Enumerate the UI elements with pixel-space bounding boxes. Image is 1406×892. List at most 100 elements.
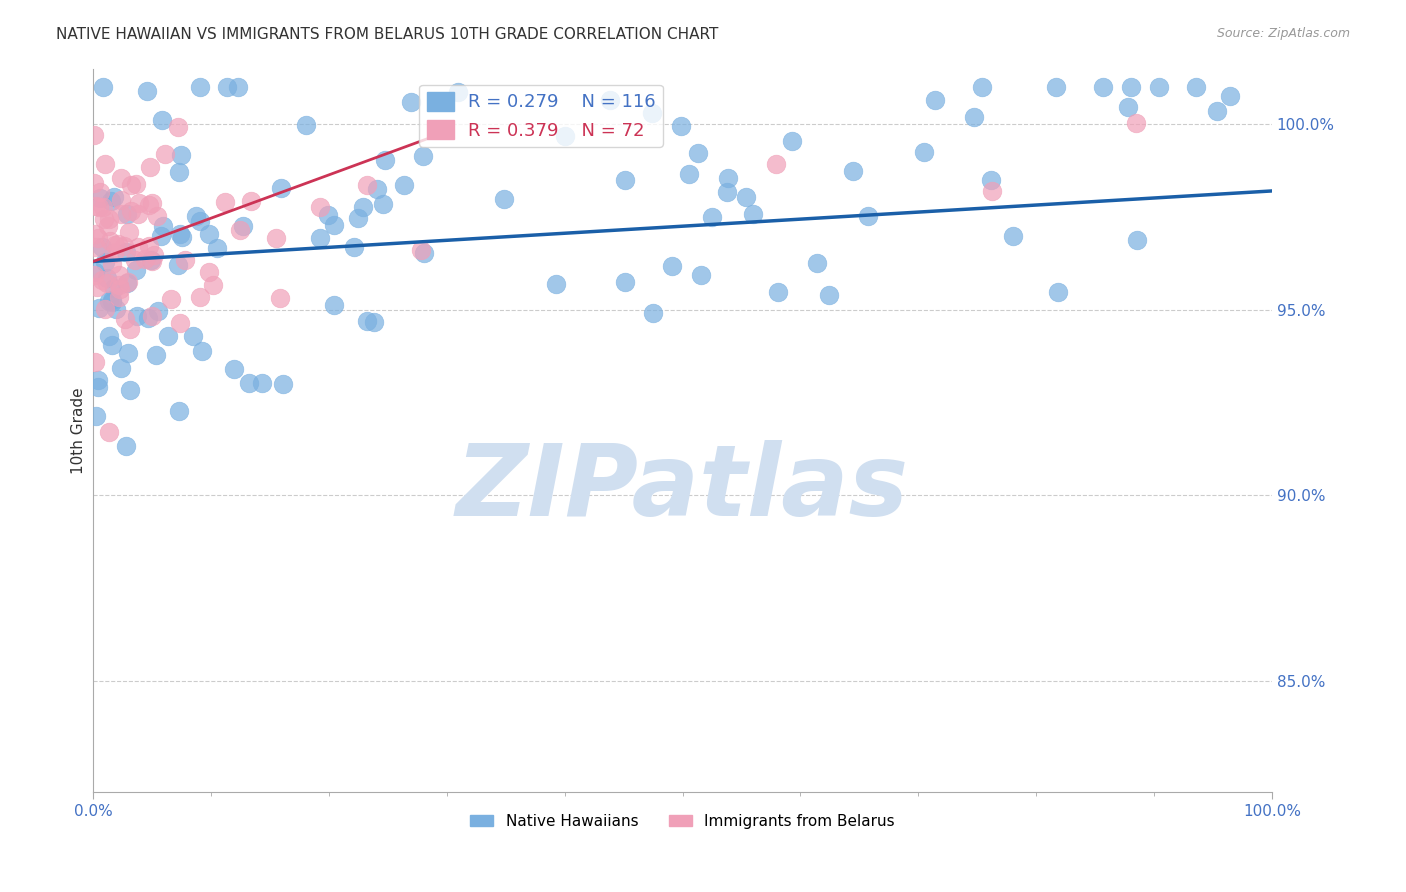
Point [554, 129, 576, 144]
Point [153, 147, 176, 161]
Point [167, 404, 190, 418]
Point [226, 80, 249, 95]
Point [266, 231, 288, 245]
Point [96, 277, 118, 291]
Point [167, 120, 190, 134]
Point [87, 301, 110, 316]
Point [146, 209, 169, 223]
Point [150, 229, 173, 244]
Point [87, 231, 110, 245]
Point [373, 153, 395, 167]
Point [492, 192, 515, 206]
Point [981, 184, 1004, 198]
Point [160, 292, 183, 306]
Point [322, 218, 344, 232]
Point [114, 245, 136, 260]
Point [90, 240, 112, 254]
Point [110, 170, 132, 185]
Point [117, 207, 139, 221]
Point [127, 207, 149, 221]
Point [138, 198, 160, 212]
Point [316, 209, 339, 223]
Point [107, 268, 129, 283]
Point [86, 373, 108, 387]
Point [735, 190, 758, 204]
Point [1185, 80, 1208, 95]
Point [170, 148, 193, 162]
Point [1119, 80, 1142, 95]
Point [641, 305, 664, 319]
Point [980, 173, 1002, 187]
Point [188, 214, 211, 228]
Point [125, 262, 148, 277]
Point [93, 211, 115, 226]
Point [309, 201, 332, 215]
Point [716, 185, 738, 199]
Point [856, 210, 879, 224]
Point [84, 227, 107, 241]
Point [136, 311, 159, 326]
Point [120, 178, 142, 192]
Point [173, 252, 195, 267]
Point [373, 197, 395, 211]
Point [198, 227, 221, 241]
Point [84, 265, 107, 279]
Point [269, 291, 291, 305]
Point [110, 194, 132, 208]
Point [145, 348, 167, 362]
Point [166, 258, 188, 272]
Point [323, 298, 346, 312]
Point [818, 288, 841, 302]
Text: ZIPatlas: ZIPatlas [456, 440, 910, 537]
Point [1147, 80, 1170, 95]
Point [346, 211, 368, 226]
Point [96, 270, 118, 285]
Point [103, 245, 125, 260]
Y-axis label: 10th Grade: 10th Grade [72, 387, 86, 474]
Point [669, 119, 692, 133]
Point [98, 328, 121, 343]
Point [103, 190, 125, 204]
Point [240, 194, 263, 208]
Text: Source: ZipAtlas.com: Source: ZipAtlas.com [1216, 27, 1350, 40]
Point [169, 316, 191, 330]
Point [139, 252, 162, 267]
Point [90, 273, 112, 287]
Point [352, 200, 374, 214]
Point [134, 252, 156, 266]
Point [101, 257, 124, 271]
Point [363, 315, 385, 329]
Point [222, 362, 245, 376]
Point [412, 148, 434, 162]
Point [356, 178, 378, 192]
Point [139, 160, 162, 174]
Point [120, 322, 142, 336]
Point [343, 240, 366, 254]
Point [766, 285, 789, 300]
Point [110, 207, 132, 221]
Point [308, 230, 330, 244]
Point [89, 200, 111, 214]
Point [412, 245, 434, 260]
Point [1126, 234, 1149, 248]
Point [271, 377, 294, 392]
Point [198, 265, 221, 279]
Point [128, 196, 150, 211]
Point [110, 360, 132, 375]
Point [392, 178, 415, 192]
Point [294, 118, 316, 132]
Point [447, 85, 470, 99]
Point [103, 281, 125, 295]
Point [124, 252, 146, 267]
Point [191, 343, 214, 358]
Point [217, 80, 239, 95]
Point [641, 106, 664, 120]
Point [661, 259, 683, 273]
Point [108, 278, 131, 293]
Point [127, 309, 149, 323]
Point [546, 277, 568, 292]
Point [120, 204, 142, 219]
Point [228, 223, 250, 237]
Point [717, 171, 740, 186]
Point [89, 185, 111, 199]
